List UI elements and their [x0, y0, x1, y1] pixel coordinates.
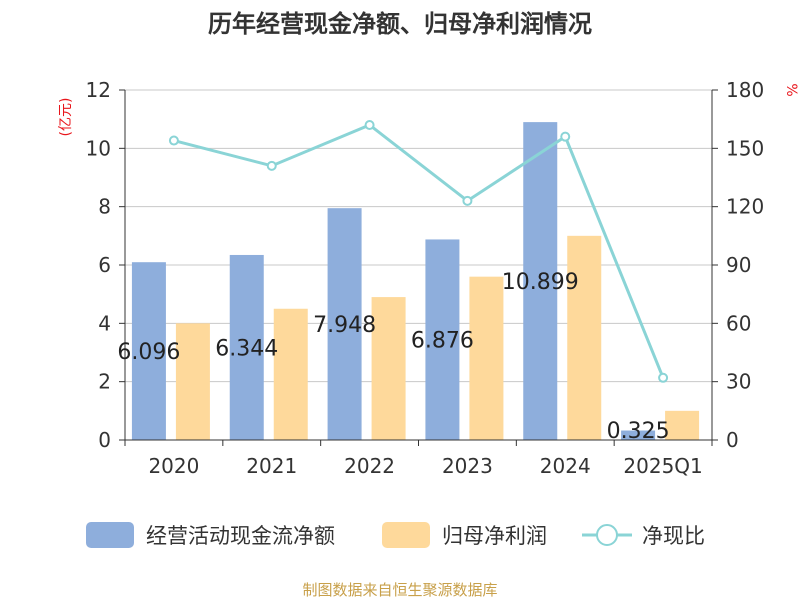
y-left-tick-label: 12: [86, 78, 111, 102]
y-right-tick-label: 60: [726, 311, 751, 335]
bar-netprofit: [175, 323, 210, 440]
y-left-tick-label: 2: [98, 370, 111, 394]
x-tick-label: 2024: [540, 454, 591, 478]
legend-swatch-cashflow: [86, 522, 134, 548]
ratio-point: [560, 131, 571, 142]
bar-data-label: 7.948: [313, 313, 376, 338]
ratio-point: [462, 195, 473, 206]
y-left-tick-label: 0: [98, 428, 111, 452]
bar-data-label: 6.876: [411, 329, 474, 354]
source-note: 制图数据来自恒生聚源数据库: [302, 581, 497, 599]
x-tick-label: 2021: [246, 454, 297, 478]
legend-label-ratio: 净现比: [642, 524, 705, 548]
bar-cashflow: [131, 262, 166, 440]
y-right-tick-label: 0: [726, 428, 739, 452]
chart-title: 历年经营现金净额、归母净利润情况: [208, 10, 592, 38]
bar-data-label: 6.096: [117, 340, 180, 365]
y-left-tick-label: 8: [98, 195, 111, 219]
legend-label-netprofit: 归母净利润: [442, 524, 547, 548]
bar-cashflow: [523, 122, 558, 441]
bar-cashflow: [621, 430, 656, 440]
bar-cashflow: [327, 208, 362, 440]
bar-data-label: 0.325: [607, 419, 670, 444]
ratio-point: [168, 135, 179, 146]
x-tick-label: 2023: [442, 454, 493, 478]
legend-swatch-ratio-marker: [596, 524, 618, 546]
y-left-tick-label: 4: [98, 311, 111, 335]
bar-cashflow: [425, 239, 460, 440]
ratio-point: [364, 120, 375, 130]
x-tick-label: 2025Q1: [623, 454, 702, 478]
y-right-tick-label: 30: [726, 370, 751, 394]
y-left-unit: (亿元): [58, 98, 74, 137]
bar-netprofit: [469, 276, 504, 440]
y-left-tick-label: 10: [86, 136, 111, 160]
legend-swatch-netprofit: [382, 522, 430, 548]
bar-netprofit: [567, 235, 602, 440]
ratio-line: [173, 123, 665, 379]
bar-netprofit: [273, 308, 308, 440]
bar-netprofit: [371, 297, 406, 440]
y-right-tick-label: 180: [726, 78, 764, 102]
x-tick-label: 2022: [344, 454, 395, 478]
y-right-tick-label: 150: [726, 136, 764, 160]
y-left-tick-label: 6: [98, 253, 111, 277]
ratio-point: [266, 160, 277, 171]
bar-data-label: 10.899: [502, 270, 579, 295]
ratio-point: [658, 372, 669, 383]
y-right-unit: %: [783, 83, 799, 96]
bar-data-label: 6.344: [215, 336, 278, 361]
bar-cashflow: [229, 254, 264, 440]
bar-netprofit: [665, 410, 700, 440]
y-right-tick-label: 120: [726, 195, 764, 219]
y-right-tick-label: 90: [726, 253, 751, 277]
x-tick-label: 2020: [148, 454, 199, 478]
legend-label-cashflow: 经营活动现金流净额: [146, 524, 335, 548]
